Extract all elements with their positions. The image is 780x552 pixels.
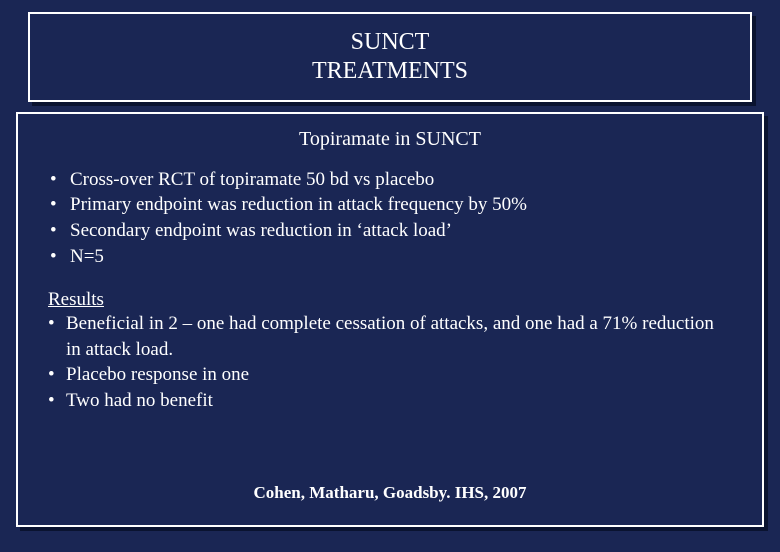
title-box: SUNCT TREATMENTS — [28, 12, 752, 102]
bullet-item: N=5 — [48, 244, 732, 270]
bullet-list: Cross-over RCT of topiramate 50 bd vs pl… — [48, 167, 732, 270]
content-box: Topiramate in SUNCT Cross-over RCT of to… — [16, 112, 764, 527]
results-item: Beneficial in 2 – one had complete cessa… — [48, 311, 732, 362]
results-item: Placebo response in one — [48, 362, 732, 388]
bullet-item: Cross-over RCT of topiramate 50 bd vs pl… — [48, 167, 732, 193]
title-line-2: TREATMENTS — [30, 57, 750, 86]
bullet-item: Secondary endpoint was reduction in ‘att… — [48, 218, 732, 244]
title-line-1: SUNCT — [30, 28, 750, 57]
citation: Cohen, Matharu, Goadsby. IHS, 2007 — [18, 483, 762, 503]
subtitle: Topiramate in SUNCT — [48, 128, 732, 151]
bullet-item: Primary endpoint was reduction in attack… — [48, 192, 732, 218]
results-heading: Results — [48, 289, 732, 311]
results-list: Beneficial in 2 – one had complete cessa… — [48, 311, 732, 414]
results-item: Two had no benefit — [48, 388, 732, 414]
